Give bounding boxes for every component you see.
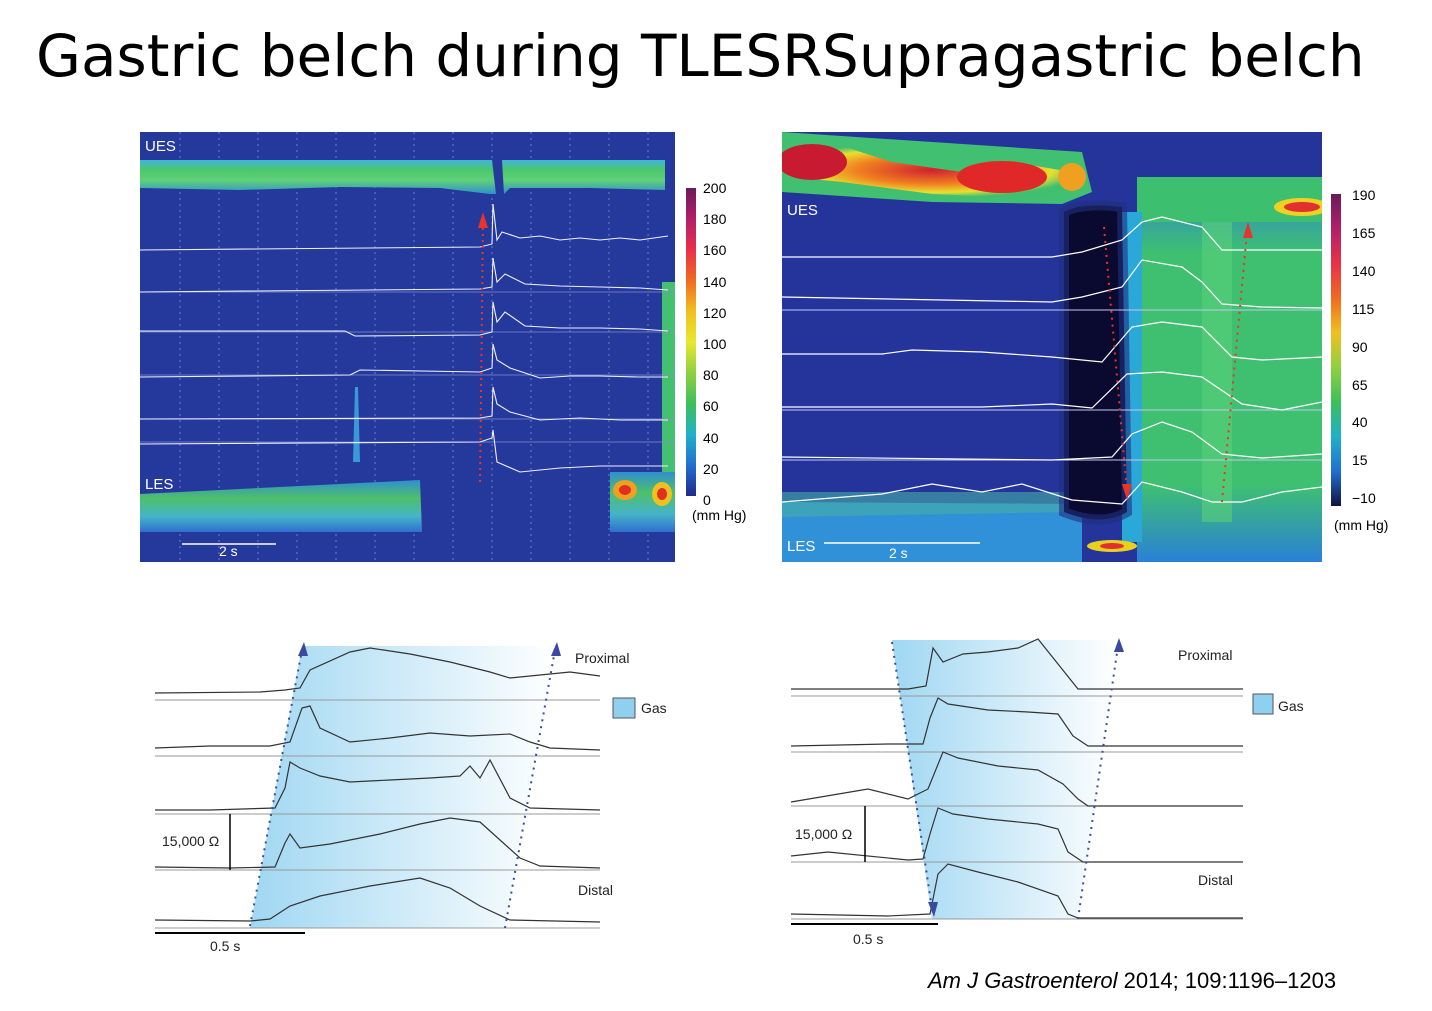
citation-details: 2014; 109:1196–1203 xyxy=(1117,968,1337,993)
les-label: LES xyxy=(145,476,173,493)
ues-label: UES xyxy=(145,138,176,155)
amplitude-scale: 15,000 Ω xyxy=(795,826,852,842)
colorbar-tick: 200 xyxy=(703,180,727,196)
colorbar-tick: 180 xyxy=(703,211,727,228)
time-scale-2s: 2 s xyxy=(889,545,908,561)
hrm-plot-gastric: UES LES 2 s xyxy=(140,132,675,562)
colorbar-tick: 40 xyxy=(703,429,719,446)
les-label: LES xyxy=(787,538,815,555)
time-scale-0.5s: 0.5 s xyxy=(210,938,240,954)
colorbar-tick: 115 xyxy=(1352,300,1375,317)
colorbar-tick: 80 xyxy=(703,367,719,384)
colorbar-tick: 190 xyxy=(1352,187,1376,203)
colorbar-tick: 0 xyxy=(703,492,711,508)
impedance-plot-supragastric: 15,000 Ω Proximal Distal Gas 0.5 s xyxy=(790,638,1304,947)
distal-label: Distal xyxy=(578,882,613,898)
gas-legend-label: Gas xyxy=(1278,698,1304,714)
time-scale-2s: 2 s xyxy=(219,543,238,559)
proximal-label: Proximal xyxy=(1178,647,1232,663)
gas-legend-swatch xyxy=(1252,693,1274,715)
gas-legend-label: Gas xyxy=(641,700,667,716)
colorbar-tick: −10 xyxy=(1352,490,1376,507)
colorbar-tick: 100 xyxy=(703,336,727,352)
unit-left: (mm Hg) xyxy=(692,507,747,523)
colorbar-tick: 40 xyxy=(1352,414,1368,431)
amplitude-scale: 15,000 Ω xyxy=(162,833,219,849)
title-supragastric-belch: Supragastric belch xyxy=(822,22,1365,90)
colorbar-tick: 140 xyxy=(1352,262,1376,279)
hrm-plot-supragastric: UES LES 2 s xyxy=(782,132,1322,562)
colorbar-tick: 140 xyxy=(703,273,727,290)
impedance-plot-gastric: 15,000 Ω Proximal Distal Gas 0.5 s xyxy=(154,642,667,954)
ues-label: UES xyxy=(787,202,818,219)
colorbar-tick: 160 xyxy=(703,242,727,259)
colorbar-tick: 60 xyxy=(703,398,719,415)
citation: Am J Gastroenterol 2014; 109:1196–1203 xyxy=(928,968,1336,994)
colorbar-tick: 120 xyxy=(703,304,727,321)
colorbar-tick: 165 xyxy=(1352,224,1376,241)
unit-right: (mm Hg) xyxy=(1334,517,1389,533)
proximal-label: Proximal xyxy=(575,650,629,666)
colorbar-tick: 65 xyxy=(1352,376,1368,393)
time-scale-0.5s: 0.5 s xyxy=(853,931,883,947)
distal-label: Distal xyxy=(1198,872,1233,888)
gas-legend-swatch xyxy=(612,697,636,719)
title-gastric-belch: Gastric belch during TLESR xyxy=(36,22,823,90)
colorbar-tick: 20 xyxy=(703,460,719,477)
citation-journal: Am J Gastroenterol xyxy=(928,968,1118,993)
colorbar-tick: 15 xyxy=(1352,452,1368,469)
colorbar-tick: 90 xyxy=(1352,338,1368,355)
